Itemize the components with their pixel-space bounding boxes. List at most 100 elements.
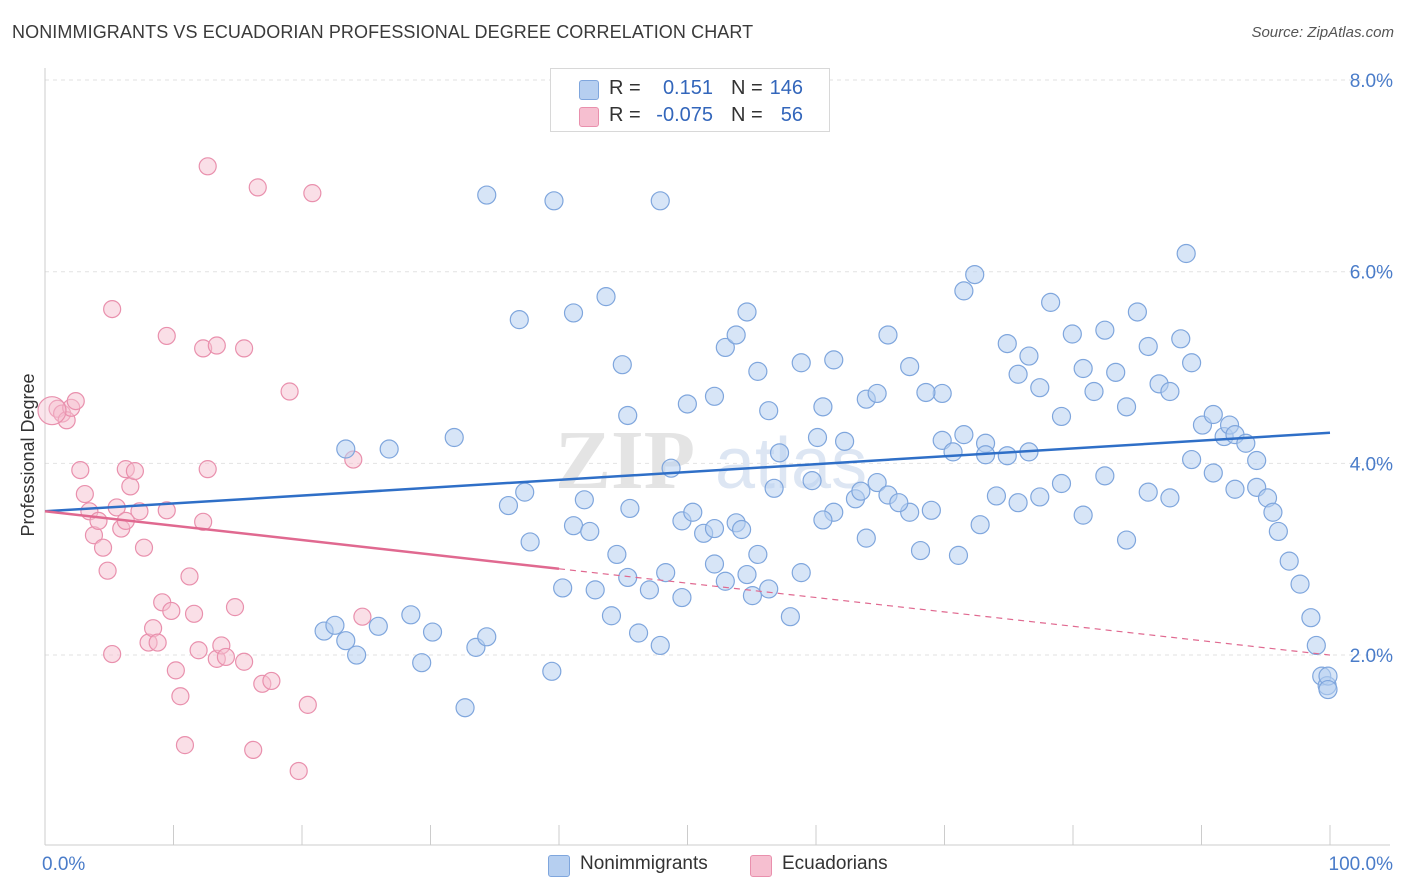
nonimmigrants-point	[1084, 381, 1104, 402]
legend-r-label: R =	[609, 77, 641, 99]
ecuadorians-point	[303, 184, 322, 203]
ecuadorians-point	[262, 671, 281, 691]
nonimmigrants-point	[759, 579, 779, 599]
nonimmigrants-point	[650, 191, 670, 211]
nonimmigrants-point	[1073, 358, 1093, 379]
nonimmigrants-point	[1019, 346, 1039, 366]
nonimmigrants-point	[997, 333, 1017, 354]
ecuadorians-point	[175, 736, 195, 755]
ecuadorians-point	[280, 382, 299, 401]
ecuadorians-point	[98, 561, 117, 580]
nonimmigrants-point	[970, 515, 990, 535]
nonimmigrants-point	[737, 302, 757, 322]
nonimmigrants-point	[1263, 502, 1283, 522]
nonimmigrants-point	[455, 698, 475, 718]
nonimmigrants-point	[1225, 479, 1245, 499]
nonimmigrants-point	[1095, 320, 1115, 340]
ecuadorians-point	[198, 157, 217, 176]
nonimmigrants-point	[1279, 551, 1299, 571]
y-tick-label: 6.0%	[1350, 263, 1393, 284]
nonimmigrants-point	[563, 516, 584, 536]
nonimmigrants-point	[824, 350, 844, 370]
nonimmigrants-point	[802, 471, 822, 491]
chart-title: NONIMMIGRANTS VS ECUADORIAN PROFESSIONAL…	[12, 22, 754, 42]
nonimmigrants-point	[986, 486, 1007, 506]
watermark: ZIP atlas	[555, 414, 867, 507]
nonimmigrants-point	[943, 442, 963, 462]
nonimmigrants-point	[509, 310, 529, 330]
ecuadorians-point	[157, 501, 176, 520]
nonimmigrants-point	[889, 493, 909, 513]
nonimmigrants-point	[544, 191, 564, 211]
nonimmigrants-point	[954, 425, 974, 445]
nonimmigrants-point	[325, 615, 345, 635]
nonimmigrants-point	[563, 303, 584, 323]
ecuadorians-point	[235, 652, 254, 671]
nonimmigrants-point	[412, 653, 432, 673]
nonimmigrants-point	[1095, 466, 1115, 486]
nonimmigrants-point	[1051, 473, 1072, 494]
ecuadorians-point	[134, 538, 154, 557]
nonimmigrants-point	[1138, 336, 1158, 357]
nonimmigrants-point	[553, 578, 573, 598]
ecuadorians-point	[121, 477, 140, 496]
nonimmigrants-point	[618, 405, 638, 426]
nonimmigrants-point	[1160, 381, 1180, 402]
nonimmigrants-point	[1008, 493, 1028, 513]
nonimmigrants-point	[1290, 574, 1310, 594]
nonimmigrants-point	[336, 439, 356, 459]
nonimmigrants-point	[1160, 488, 1180, 508]
trend-lines	[44, 431, 1331, 656]
nonimmigrants-point	[618, 567, 638, 588]
nonimmigrants-point	[1127, 302, 1147, 322]
nonimmigrants-point	[748, 361, 768, 381]
nonimmigrants-points	[314, 80, 1338, 718]
legend-row-ecuadorians: R = -0.075 N = 56	[551, 102, 829, 128]
nonimmigrants-point	[477, 627, 497, 647]
y-tick-label: 8.0%	[1350, 71, 1393, 92]
nonimmigrants-point	[878, 325, 898, 345]
nonimmigrants-point	[704, 386, 725, 406]
nonimmigrants-point	[1106, 362, 1126, 382]
nonimmigrants-point	[601, 606, 622, 626]
nonimmigrants-point	[1306, 635, 1326, 656]
nonimmigrants-point	[1116, 530, 1137, 550]
nonimmigrants-point	[585, 580, 605, 600]
ecuadorians-point	[198, 460, 217, 479]
bottom-legend-label: Nonimmigrants	[580, 853, 708, 874]
nonimmigrants-point	[997, 446, 1017, 466]
nonimmigrants-point	[1247, 450, 1267, 471]
nonimmigrants-point	[954, 281, 974, 301]
nonimmigrants-point	[867, 472, 887, 493]
nonimmigrants-point	[607, 544, 627, 565]
nonimmigrants-point	[704, 518, 725, 539]
ecuadorians-point	[103, 644, 122, 664]
ecuadorians-point	[353, 607, 372, 626]
ecuadorians-point	[180, 567, 199, 586]
nonimmigrants-point	[515, 482, 535, 502]
nonimmigrants-point	[910, 540, 931, 561]
nonimmigrants-point	[1030, 378, 1050, 398]
nonimmigrants-point	[1182, 353, 1202, 373]
nonimmigrants-point	[791, 563, 811, 583]
grid-layer	[45, 79, 1390, 656]
nonimmigrants-point	[1041, 292, 1061, 312]
y-axis-label: Professional Degree	[18, 373, 38, 536]
bottom-legend-swatch-pink	[750, 855, 772, 877]
nonimmigrants-point	[336, 631, 356, 651]
nonimmigrants-point	[1116, 397, 1137, 417]
nonimmigrants-point	[748, 544, 768, 565]
nonimmigrants-point	[1301, 608, 1321, 628]
ecuadorians-point	[166, 661, 185, 680]
legend-r-value: 0.151	[662, 77, 713, 99]
nonimmigrants-point	[867, 383, 887, 404]
legend-row-nonimmigrants: R = 0.151 N = 146	[551, 75, 829, 101]
nonimmigrants-point	[851, 481, 871, 501]
ecuadorians-point	[157, 326, 176, 346]
nonimmigrants-point	[1138, 482, 1158, 502]
ecuadorians-point	[75, 484, 94, 504]
nonimmigrants-point	[639, 580, 660, 600]
axis-layer	[44, 68, 1390, 846]
nonimmigrants-point	[650, 635, 670, 656]
legend-n-value: 146	[769, 77, 803, 99]
